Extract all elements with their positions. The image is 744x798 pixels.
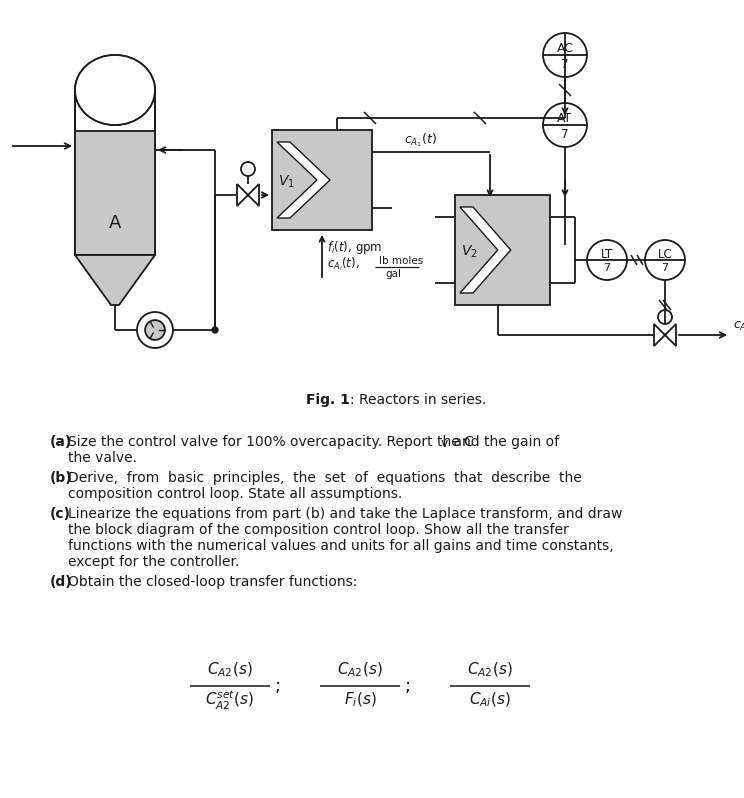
Circle shape [543, 103, 587, 147]
Text: $C_{A2}(s)$: $C_{A2}(s)$ [467, 661, 513, 679]
Text: $c_{A_1}(t)$: $c_{A_1}(t)$ [403, 131, 437, 148]
Polygon shape [75, 255, 155, 305]
Polygon shape [654, 324, 676, 346]
Text: composition control loop. State all assumptions.: composition control loop. State all assu… [68, 487, 403, 501]
Circle shape [587, 240, 627, 280]
Text: AT: AT [557, 113, 573, 125]
Text: : Reactors in series.: : Reactors in series. [350, 393, 487, 407]
Text: Linearize the equations from part (b) and take the Laplace transform, and draw: Linearize the equations from part (b) an… [68, 507, 623, 521]
Text: (a): (a) [50, 435, 72, 449]
Ellipse shape [75, 55, 155, 125]
Text: the valve.: the valve. [68, 451, 137, 465]
Text: $F_i(s)$: $F_i(s)$ [344, 691, 376, 709]
Text: Obtain the closed-loop transfer functions:: Obtain the closed-loop transfer function… [68, 575, 357, 589]
Text: $c_{A_i}(t)$,: $c_{A_i}(t)$, [327, 255, 359, 273]
Text: LT: LT [601, 248, 613, 262]
Text: and the gain of: and the gain of [449, 435, 559, 449]
Text: functions with the numerical values and units for all gains and time constants,: functions with the numerical values and … [68, 539, 614, 553]
Text: gal: gal [385, 269, 401, 279]
Circle shape [645, 240, 685, 280]
Circle shape [658, 310, 672, 324]
Circle shape [241, 162, 255, 176]
Text: $C_{A2}^{set}(s)$: $C_{A2}^{set}(s)$ [205, 689, 254, 712]
Text: v: v [441, 437, 449, 450]
Text: (b): (b) [50, 471, 73, 485]
Polygon shape [277, 142, 330, 218]
Text: ;: ; [405, 677, 411, 695]
Text: (d): (d) [50, 575, 73, 589]
Polygon shape [237, 184, 259, 206]
Text: 7: 7 [561, 128, 568, 140]
Text: ;: ; [275, 677, 281, 695]
Text: the block diagram of the composition control loop. Show all the transfer: the block diagram of the composition con… [68, 523, 568, 537]
Bar [75, 90, 155, 255]
Bar [455, 195, 550, 305]
Circle shape [137, 312, 173, 348]
Polygon shape [460, 207, 510, 293]
Text: $c_{A_2}(t)$: $c_{A_2}(t)$ [733, 316, 744, 334]
Circle shape [212, 327, 218, 333]
Bar [272, 130, 372, 230]
Text: Fig. 1: Fig. 1 [306, 393, 350, 407]
Text: lb moles: lb moles [379, 256, 423, 266]
Text: $C_{A2}(s)$: $C_{A2}(s)$ [337, 661, 383, 679]
Text: Derive,  from  basic  principles,  the  set  of  equations  that  describe  the: Derive, from basic principles, the set o… [68, 471, 582, 485]
Bar [75, 90, 155, 255]
Text: $C_{Ai}(s)$: $C_{Ai}(s)$ [469, 691, 511, 709]
Text: AC: AC [557, 42, 574, 56]
Text: (c): (c) [50, 507, 71, 521]
Circle shape [543, 33, 587, 77]
Text: A: A [109, 214, 121, 232]
Text: 7: 7 [603, 263, 611, 273]
Text: except for the controller.: except for the controller. [68, 555, 240, 569]
Text: $V_2$: $V_2$ [461, 244, 478, 260]
Text: $V_1$: $V_1$ [278, 174, 295, 190]
Text: Size the control valve for 100% overcapacity. Report the C: Size the control valve for 100% overcapa… [68, 435, 474, 449]
Text: $f_i(t)$, gpm: $f_i(t)$, gpm [327, 239, 382, 256]
Circle shape [145, 320, 165, 340]
Bar [75, 131, 155, 255]
Text: LC: LC [658, 248, 673, 262]
Text: 7: 7 [561, 57, 568, 70]
Text: 7: 7 [661, 263, 669, 273]
Text: $C_{A2}(s)$: $C_{A2}(s)$ [207, 661, 253, 679]
Ellipse shape [75, 55, 155, 125]
